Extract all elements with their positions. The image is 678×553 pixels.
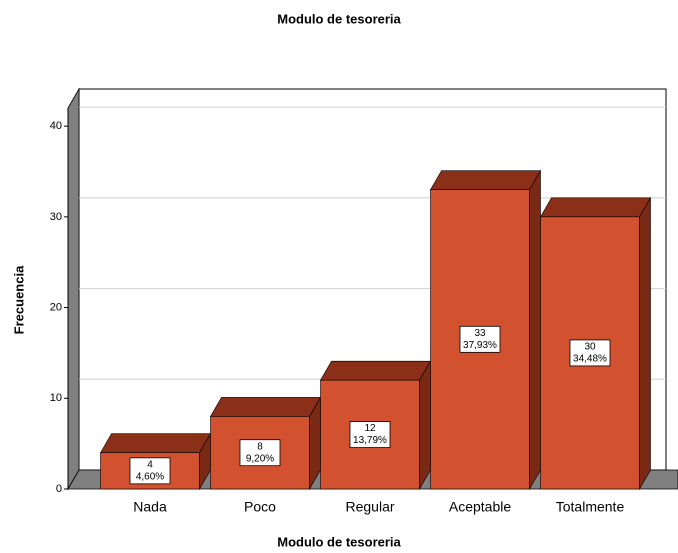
data-label-box <box>239 439 281 467</box>
percentage-label: 37,93% <box>463 340 497 351</box>
x-axis-title: Modulo de tesoreria <box>277 534 401 549</box>
bar-top <box>429 170 542 190</box>
bar-top <box>539 197 652 218</box>
count-label: 30 <box>584 342 596 353</box>
count-label: 33 <box>474 328 486 339</box>
count-label: 8 <box>257 441 263 452</box>
percentage-label: 13,79% <box>353 435 387 446</box>
y-tick-label: 30 <box>50 211 62 223</box>
data-label-box <box>129 457 171 485</box>
count-label: 4 <box>147 459 153 470</box>
percentage-label: 4,60% <box>136 471 164 482</box>
y-tick-label: 0 <box>56 483 62 495</box>
data-label-box <box>459 325 501 353</box>
x-tick-label: Aceptable <box>449 499 511 515</box>
data-label-box <box>569 339 611 367</box>
data-label-box <box>349 421 391 448</box>
y-tick-label: 20 <box>50 301 62 313</box>
bar-side <box>639 196 651 491</box>
x-tick-label: Nada <box>133 499 167 515</box>
bar-side <box>529 169 541 491</box>
y-tick-label: 40 <box>50 120 62 132</box>
bar-side <box>419 360 431 491</box>
data-label: 89,20% <box>239 439 281 467</box>
y-tick-label: 10 <box>50 392 62 404</box>
count-label: 12 <box>364 423 376 434</box>
side-wall <box>67 87 80 491</box>
bar-top <box>319 360 432 381</box>
y-axis-title: Frecuencia <box>11 265 26 334</box>
x-tick-label: Totalmente <box>556 499 625 515</box>
data-label: 44,60% <box>129 457 171 485</box>
x-tick-label: Poco <box>244 499 276 515</box>
chart-title: Modulo de tesoreria <box>277 11 401 26</box>
bar <box>430 189 530 490</box>
bar-top <box>99 433 212 454</box>
percentage-label: 34,48% <box>573 354 607 365</box>
percentage-label: 9,20% <box>246 453 274 464</box>
x-tick-label: Regular <box>345 499 394 515</box>
bar-top <box>209 397 322 417</box>
